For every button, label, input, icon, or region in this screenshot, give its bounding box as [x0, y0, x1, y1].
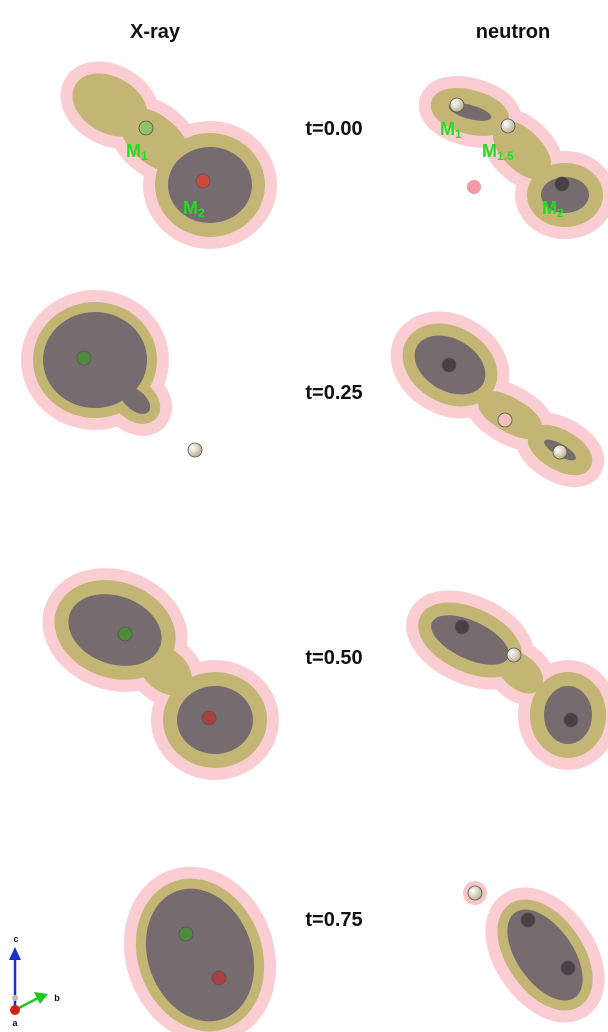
atom-label-sub: 1	[141, 149, 148, 163]
atom-label-text: M	[126, 141, 141, 161]
row-label: t=0.75	[305, 909, 362, 931]
atom-label-text: M	[542, 198, 557, 218]
row-label: t=0.50	[305, 647, 362, 669]
axis-label: c	[13, 934, 18, 944]
atom-label-sub: 1	[455, 127, 462, 141]
atom-label-sub: 1.5	[497, 149, 514, 163]
axis-indicator: c b a	[9, 934, 60, 1028]
isosurfaces	[43, 74, 598, 1032]
row-label: t=0.00	[305, 118, 362, 140]
column-header: X-ray	[130, 21, 181, 43]
axis-label: b	[54, 993, 60, 1003]
atom-label-text: M	[482, 141, 497, 161]
atom-label-sub: 2	[198, 206, 205, 220]
atom-label-sub: 2	[557, 206, 564, 220]
atoms	[77, 98, 578, 985]
page: {"columns": ["X-ray", "neutron"], "rows"…	[0, 0, 608, 1032]
column-header: neutron	[476, 21, 550, 43]
row-label: t=0.25	[305, 382, 362, 404]
figure: X-ray neutron t=0.00 t=0.25 t=0.50 t=0.7…	[0, 0, 608, 1032]
axis-label: a	[12, 1018, 18, 1028]
atom-label-text: M	[440, 119, 455, 139]
atom-label-text: M	[183, 198, 198, 218]
